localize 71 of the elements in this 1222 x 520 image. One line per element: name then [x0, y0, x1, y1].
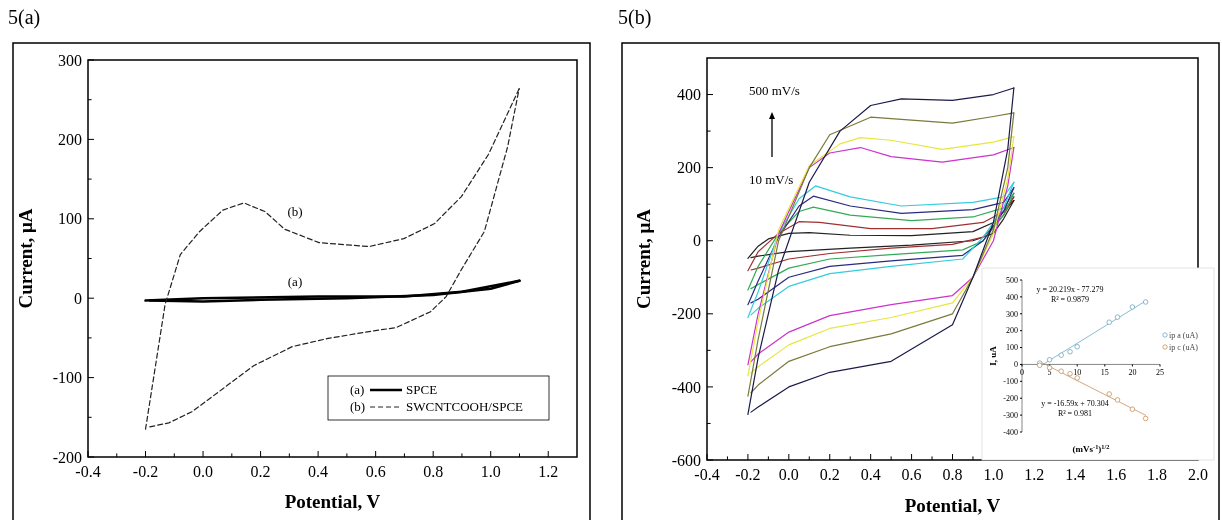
chart-title: 5(a) — [8, 6, 41, 29]
y-tick-label: 200 — [1006, 326, 1018, 336]
y-tick-label: -100 — [1003, 377, 1018, 387]
x-tick-label: 0.4 — [308, 463, 329, 480]
x-tick-label: 1.6 — [1106, 466, 1127, 483]
x-tick-label: 0.6 — [901, 466, 922, 483]
annotation: R² = 0.981 — [1057, 409, 1093, 418]
y-tick-label: 300 — [1006, 309, 1018, 319]
text: (b) — [350, 399, 366, 414]
legend-label: SWCNTCOOH/SPCE — [406, 399, 524, 414]
y-tick-label: 0 — [1014, 360, 1018, 370]
legend-label: ip c (uA) — [1169, 343, 1199, 352]
annotation: (b) — [287, 204, 303, 219]
y-tick-label: 0 — [693, 232, 701, 250]
x-tick-label: -0.2 — [132, 463, 159, 480]
x-tick-label: 2.0 — [1188, 466, 1208, 483]
x-axis-title: (mVs$^{-1}$)$^{1/2}$ — [1072, 442, 1110, 454]
y-tick-label: -200 — [52, 448, 82, 466]
x-tick-label: 0.8 — [423, 463, 444, 480]
annotation: y = 20.219x - 77.279 — [1036, 285, 1104, 294]
y-tick-label: -600 — [671, 451, 701, 469]
x-tick-label: 0.6 — [365, 463, 386, 480]
y-tick-label: -100 — [52, 369, 82, 387]
x-tick-label: 0.2 — [250, 463, 271, 480]
x-tick-label: 0.8 — [942, 466, 963, 483]
y-tick-label: 400 — [1006, 292, 1018, 302]
x-tick-label: 25 — [1156, 368, 1164, 378]
x-tick-label: 1.0 — [480, 463, 501, 480]
annotation: 500 mV/s — [749, 83, 800, 98]
legend-label: ip a (uA) — [1169, 331, 1199, 340]
y-tick-label: -400 — [671, 378, 701, 396]
x-tick-label: 1.8 — [1147, 466, 1168, 483]
y-tick-label: 500 — [1006, 275, 1018, 285]
y-tick-label: 100 — [58, 210, 82, 228]
y-tick-label: 400 — [677, 86, 701, 104]
x-axis-title: Potential, V — [904, 495, 1001, 516]
y-tick-label: 300 — [58, 51, 82, 69]
legend-label: SPCE — [406, 382, 438, 397]
x-tick-label: 0.2 — [819, 466, 840, 483]
x-tick-label: -0.2 — [735, 466, 761, 483]
annotation: 10 mV/s — [749, 172, 794, 187]
y-tick-label: -300 — [1003, 410, 1018, 420]
x-tick-label: 0.0 — [193, 463, 214, 480]
y-tick-label: -200 — [1003, 394, 1018, 404]
y-tick-label: 200 — [677, 159, 701, 177]
x-tick-label: 15 — [1100, 368, 1109, 378]
y-tick-label: 100 — [1006, 343, 1018, 353]
x-tick-label: 0.4 — [860, 466, 881, 483]
x-tick-label: 1.2 — [1024, 466, 1045, 483]
x-tick-label: 0.0 — [778, 466, 799, 483]
y-tick-label: 0 — [74, 289, 82, 307]
x-tick-label: 20 — [1128, 368, 1137, 378]
x-tick-label: -0.4 — [694, 466, 720, 483]
annotation: y = -16.59x + 70.304 — [1041, 399, 1109, 408]
chart-title: 5(b) — [618, 6, 652, 29]
x-tick-label: 1.4 — [1065, 466, 1086, 483]
y-axis-title: Current, μA — [15, 208, 36, 309]
y-tick-label: -400 — [1003, 427, 1018, 437]
y-axis-title: I, uA — [988, 345, 998, 366]
x-axis-title: Potential, V — [284, 491, 381, 512]
x-tick-label: 5 — [1047, 368, 1052, 378]
y-axis-title: Current, μA — [633, 208, 654, 310]
y-tick-label: -200 — [671, 305, 701, 323]
x-tick-label: -0.4 — [75, 463, 101, 480]
x-tick-label: 1.0 — [983, 466, 1004, 483]
annotation: (a) — [287, 274, 303, 289]
text: (a) — [350, 382, 365, 397]
annotation: R² = 0.9879 — [1050, 295, 1090, 304]
x-tick-label: 10 — [1073, 368, 1082, 378]
y-tick-label: 200 — [58, 131, 82, 148]
x-tick-label: 1.2 — [538, 463, 559, 480]
